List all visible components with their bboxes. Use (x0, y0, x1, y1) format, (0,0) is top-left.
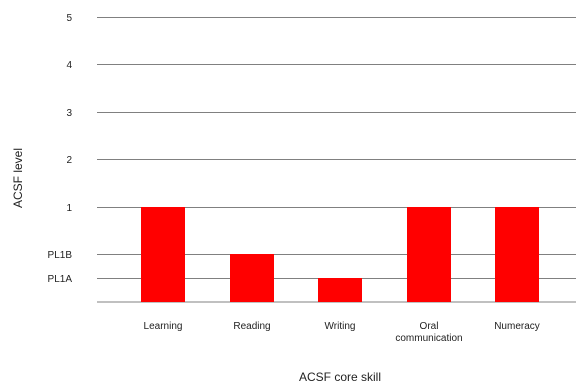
y-tick-label: PL1A (48, 274, 73, 285)
y-axis-title: ACSF level (11, 148, 25, 208)
x-tick-label: Learning (144, 321, 183, 332)
bar (407, 207, 451, 302)
bar (318, 278, 362, 302)
y-tick-label: 5 (66, 13, 72, 24)
y-tick-label: 3 (66, 108, 72, 119)
y-tick-label: 2 (66, 155, 72, 166)
x-tick-label: Reading (233, 321, 270, 332)
y-tick-label: 4 (66, 60, 72, 71)
y-tick-label: PL1B (48, 250, 73, 261)
x-tick-labels: Learning Reading Writing Oral communication N… (144, 321, 540, 344)
y-tick-labels: 5 4 3 2 1 PL1B PL1A (48, 13, 73, 285)
x-axis-title: ACSF core skill (299, 370, 381, 384)
bar (141, 207, 185, 302)
bar (495, 207, 539, 302)
x-tick-label: Numeracy (494, 321, 540, 332)
y-tick-label: 1 (66, 203, 72, 214)
x-tick-label: Oral communication (395, 321, 462, 344)
bars (141, 207, 539, 302)
x-tick-label: Writing (325, 321, 356, 332)
bar (230, 254, 274, 302)
